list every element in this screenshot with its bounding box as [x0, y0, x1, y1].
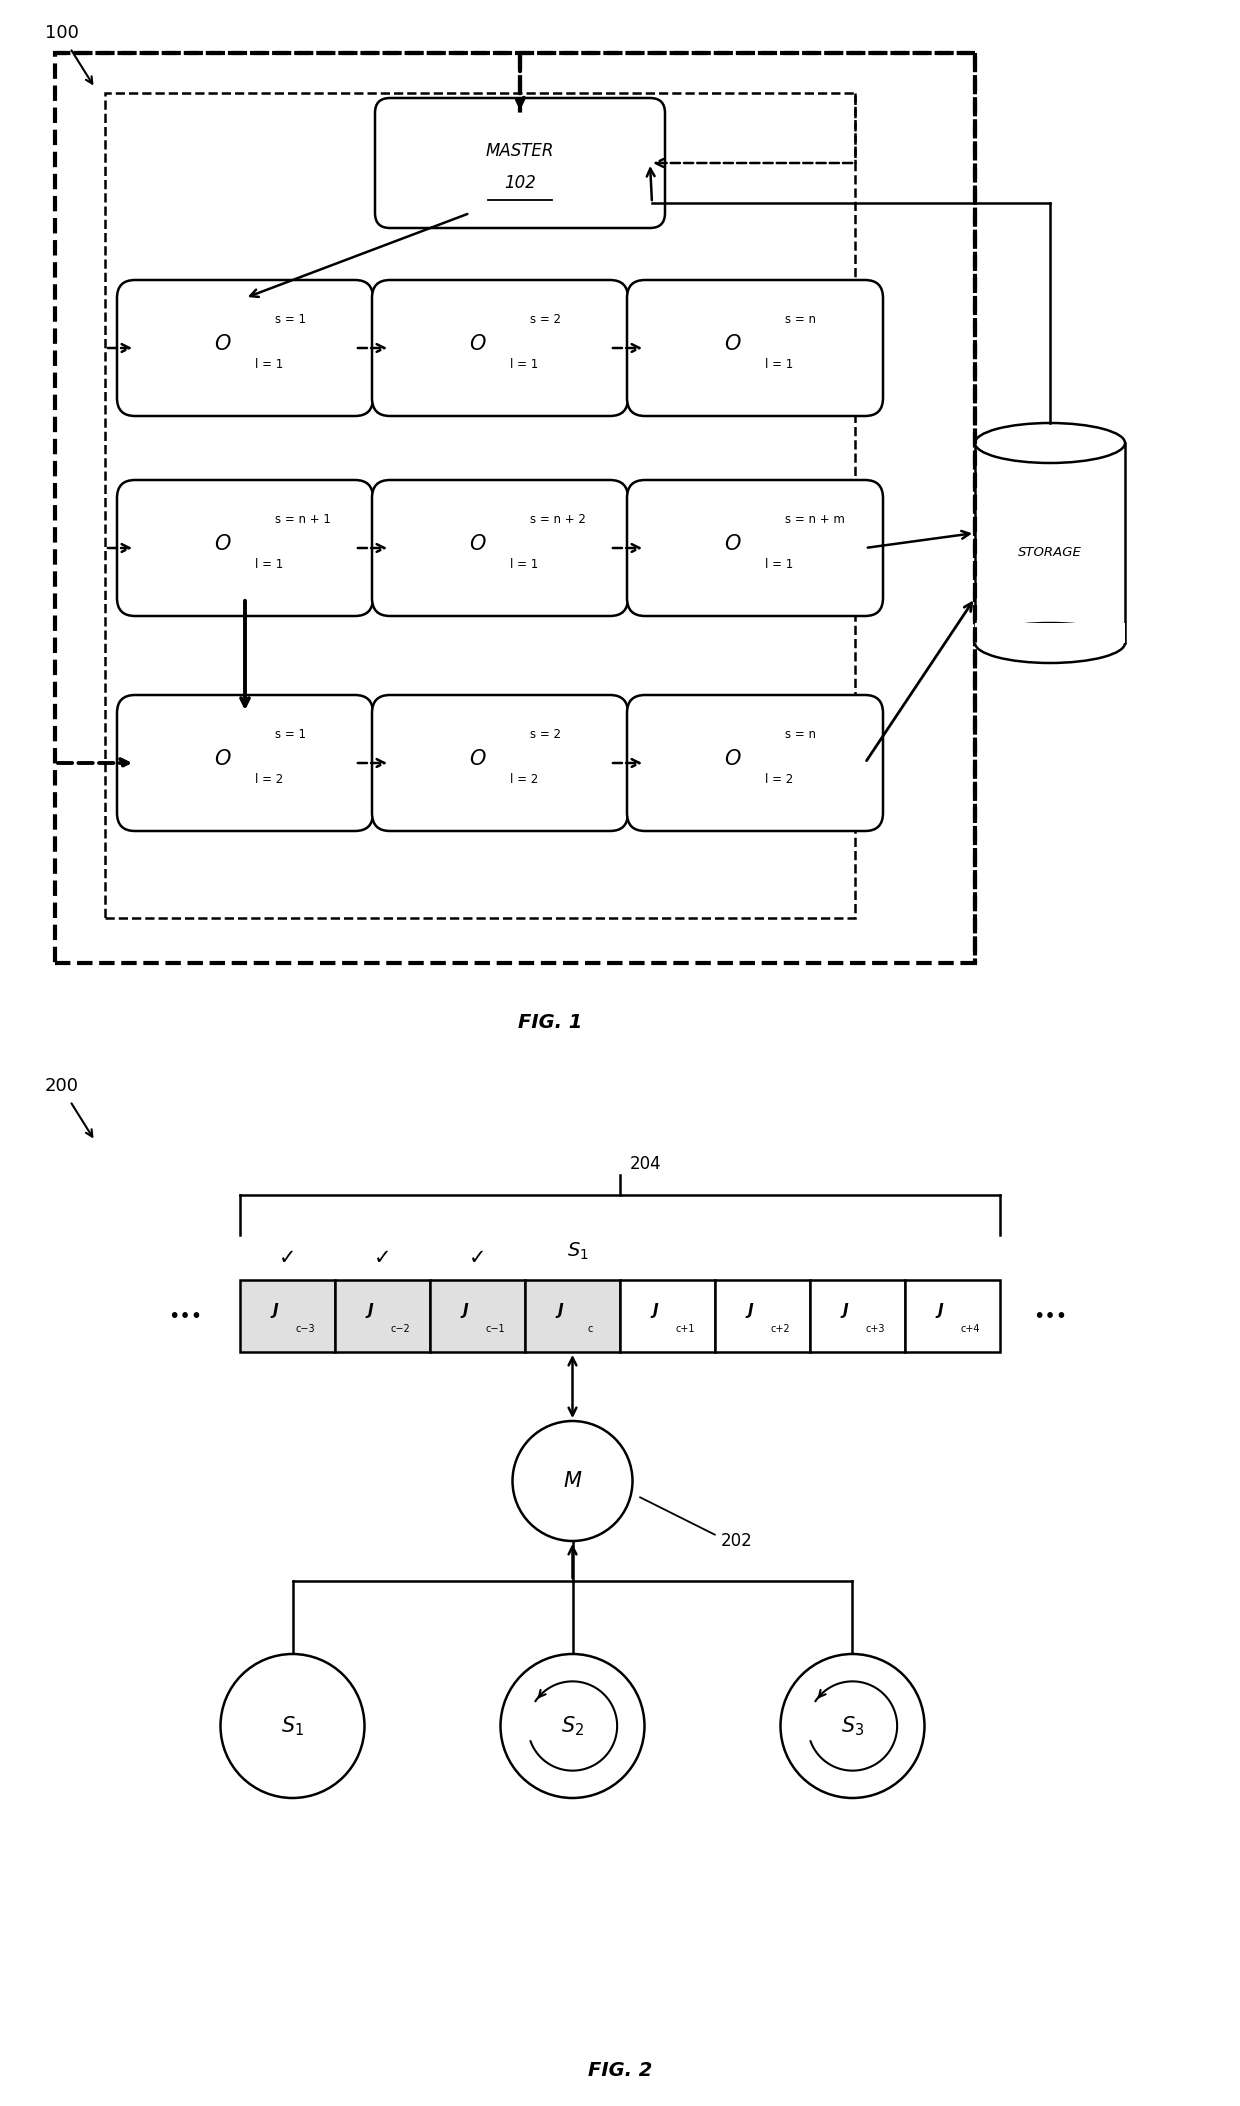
- Text: 200: 200: [45, 1076, 79, 1095]
- FancyBboxPatch shape: [372, 695, 627, 832]
- Text: $S_1$: $S_1$: [281, 1714, 304, 1737]
- Text: 100: 100: [45, 23, 79, 42]
- Text: ✓: ✓: [373, 1249, 392, 1268]
- Text: $O$: $O$: [724, 750, 742, 769]
- Text: $M$: $M$: [563, 1470, 583, 1491]
- FancyBboxPatch shape: [620, 1280, 715, 1352]
- Text: l = 2: l = 2: [765, 773, 794, 786]
- FancyBboxPatch shape: [715, 1280, 810, 1352]
- Text: •••: •••: [1033, 1306, 1068, 1325]
- Text: $O$: $O$: [215, 535, 232, 554]
- FancyBboxPatch shape: [430, 1280, 525, 1352]
- Text: l = 2: l = 2: [510, 773, 538, 786]
- FancyBboxPatch shape: [525, 1280, 620, 1352]
- Text: l = 2: l = 2: [255, 773, 283, 786]
- Text: $O$: $O$: [469, 750, 487, 769]
- Text: c−1: c−1: [486, 1325, 506, 1333]
- Text: c+3: c+3: [866, 1325, 885, 1333]
- Text: $O$: $O$: [724, 335, 742, 354]
- Text: •••: •••: [167, 1306, 202, 1325]
- FancyBboxPatch shape: [335, 1280, 430, 1352]
- FancyBboxPatch shape: [627, 280, 883, 417]
- Text: s = 1: s = 1: [275, 729, 306, 741]
- Circle shape: [780, 1653, 925, 1799]
- Text: 204: 204: [630, 1154, 662, 1173]
- Text: J: J: [843, 1302, 848, 1318]
- Text: s = 2: s = 2: [529, 314, 560, 326]
- FancyBboxPatch shape: [975, 442, 1125, 642]
- Text: $O$: $O$: [724, 535, 742, 554]
- Text: c: c: [588, 1325, 593, 1333]
- Text: s = n + m: s = n + m: [785, 514, 844, 526]
- Text: s = n: s = n: [785, 314, 816, 326]
- Text: l = 1: l = 1: [765, 358, 794, 371]
- Text: J: J: [652, 1302, 658, 1318]
- FancyBboxPatch shape: [975, 623, 1125, 642]
- Text: ✓: ✓: [279, 1249, 296, 1268]
- Text: $O$: $O$: [215, 750, 232, 769]
- Text: c+1: c+1: [676, 1325, 696, 1333]
- Ellipse shape: [975, 623, 1125, 663]
- FancyBboxPatch shape: [372, 280, 627, 417]
- Ellipse shape: [975, 423, 1125, 463]
- Text: c+4: c+4: [961, 1325, 981, 1333]
- Text: s = n: s = n: [785, 729, 816, 741]
- Text: J: J: [273, 1302, 278, 1318]
- FancyBboxPatch shape: [241, 1280, 335, 1352]
- Text: STORAGE: STORAGE: [1018, 545, 1083, 560]
- Text: MASTER: MASTER: [486, 141, 554, 160]
- FancyBboxPatch shape: [117, 695, 373, 832]
- Text: l = 1: l = 1: [510, 558, 538, 571]
- FancyBboxPatch shape: [117, 280, 373, 417]
- FancyBboxPatch shape: [627, 480, 883, 615]
- Text: 102: 102: [505, 175, 536, 192]
- Text: s = n + 1: s = n + 1: [275, 514, 331, 526]
- Text: $S_3$: $S_3$: [841, 1714, 864, 1737]
- FancyBboxPatch shape: [627, 695, 883, 832]
- Text: $O$: $O$: [469, 335, 487, 354]
- Text: l = 1: l = 1: [510, 358, 538, 371]
- Text: s = n + 2: s = n + 2: [529, 514, 585, 526]
- Text: $O$: $O$: [469, 535, 487, 554]
- Text: s = 1: s = 1: [275, 314, 306, 326]
- Text: l = 1: l = 1: [255, 558, 283, 571]
- Text: c−3: c−3: [295, 1325, 315, 1333]
- Text: c−2: c−2: [391, 1325, 410, 1333]
- Text: FIG. 1: FIG. 1: [518, 1013, 583, 1032]
- Text: FIG. 2: FIG. 2: [588, 2062, 652, 2081]
- Text: J: J: [937, 1302, 944, 1318]
- Text: $O$: $O$: [215, 335, 232, 354]
- Circle shape: [512, 1422, 632, 1542]
- Text: 202: 202: [720, 1531, 753, 1550]
- Text: J: J: [463, 1302, 469, 1318]
- Text: c+2: c+2: [771, 1325, 790, 1333]
- FancyBboxPatch shape: [810, 1280, 905, 1352]
- Text: J: J: [748, 1302, 754, 1318]
- Text: $S_1$: $S_1$: [567, 1240, 588, 1261]
- Text: ✓: ✓: [469, 1249, 486, 1268]
- Text: $S_2$: $S_2$: [560, 1714, 584, 1737]
- Text: J: J: [558, 1302, 563, 1318]
- Text: s = 2: s = 2: [529, 729, 560, 741]
- FancyBboxPatch shape: [905, 1280, 999, 1352]
- Circle shape: [501, 1653, 645, 1799]
- Text: l = 1: l = 1: [765, 558, 794, 571]
- FancyBboxPatch shape: [372, 480, 627, 615]
- FancyBboxPatch shape: [117, 480, 373, 615]
- Text: J: J: [368, 1302, 373, 1318]
- Text: l = 1: l = 1: [255, 358, 283, 371]
- Circle shape: [221, 1653, 365, 1799]
- FancyBboxPatch shape: [374, 99, 665, 227]
